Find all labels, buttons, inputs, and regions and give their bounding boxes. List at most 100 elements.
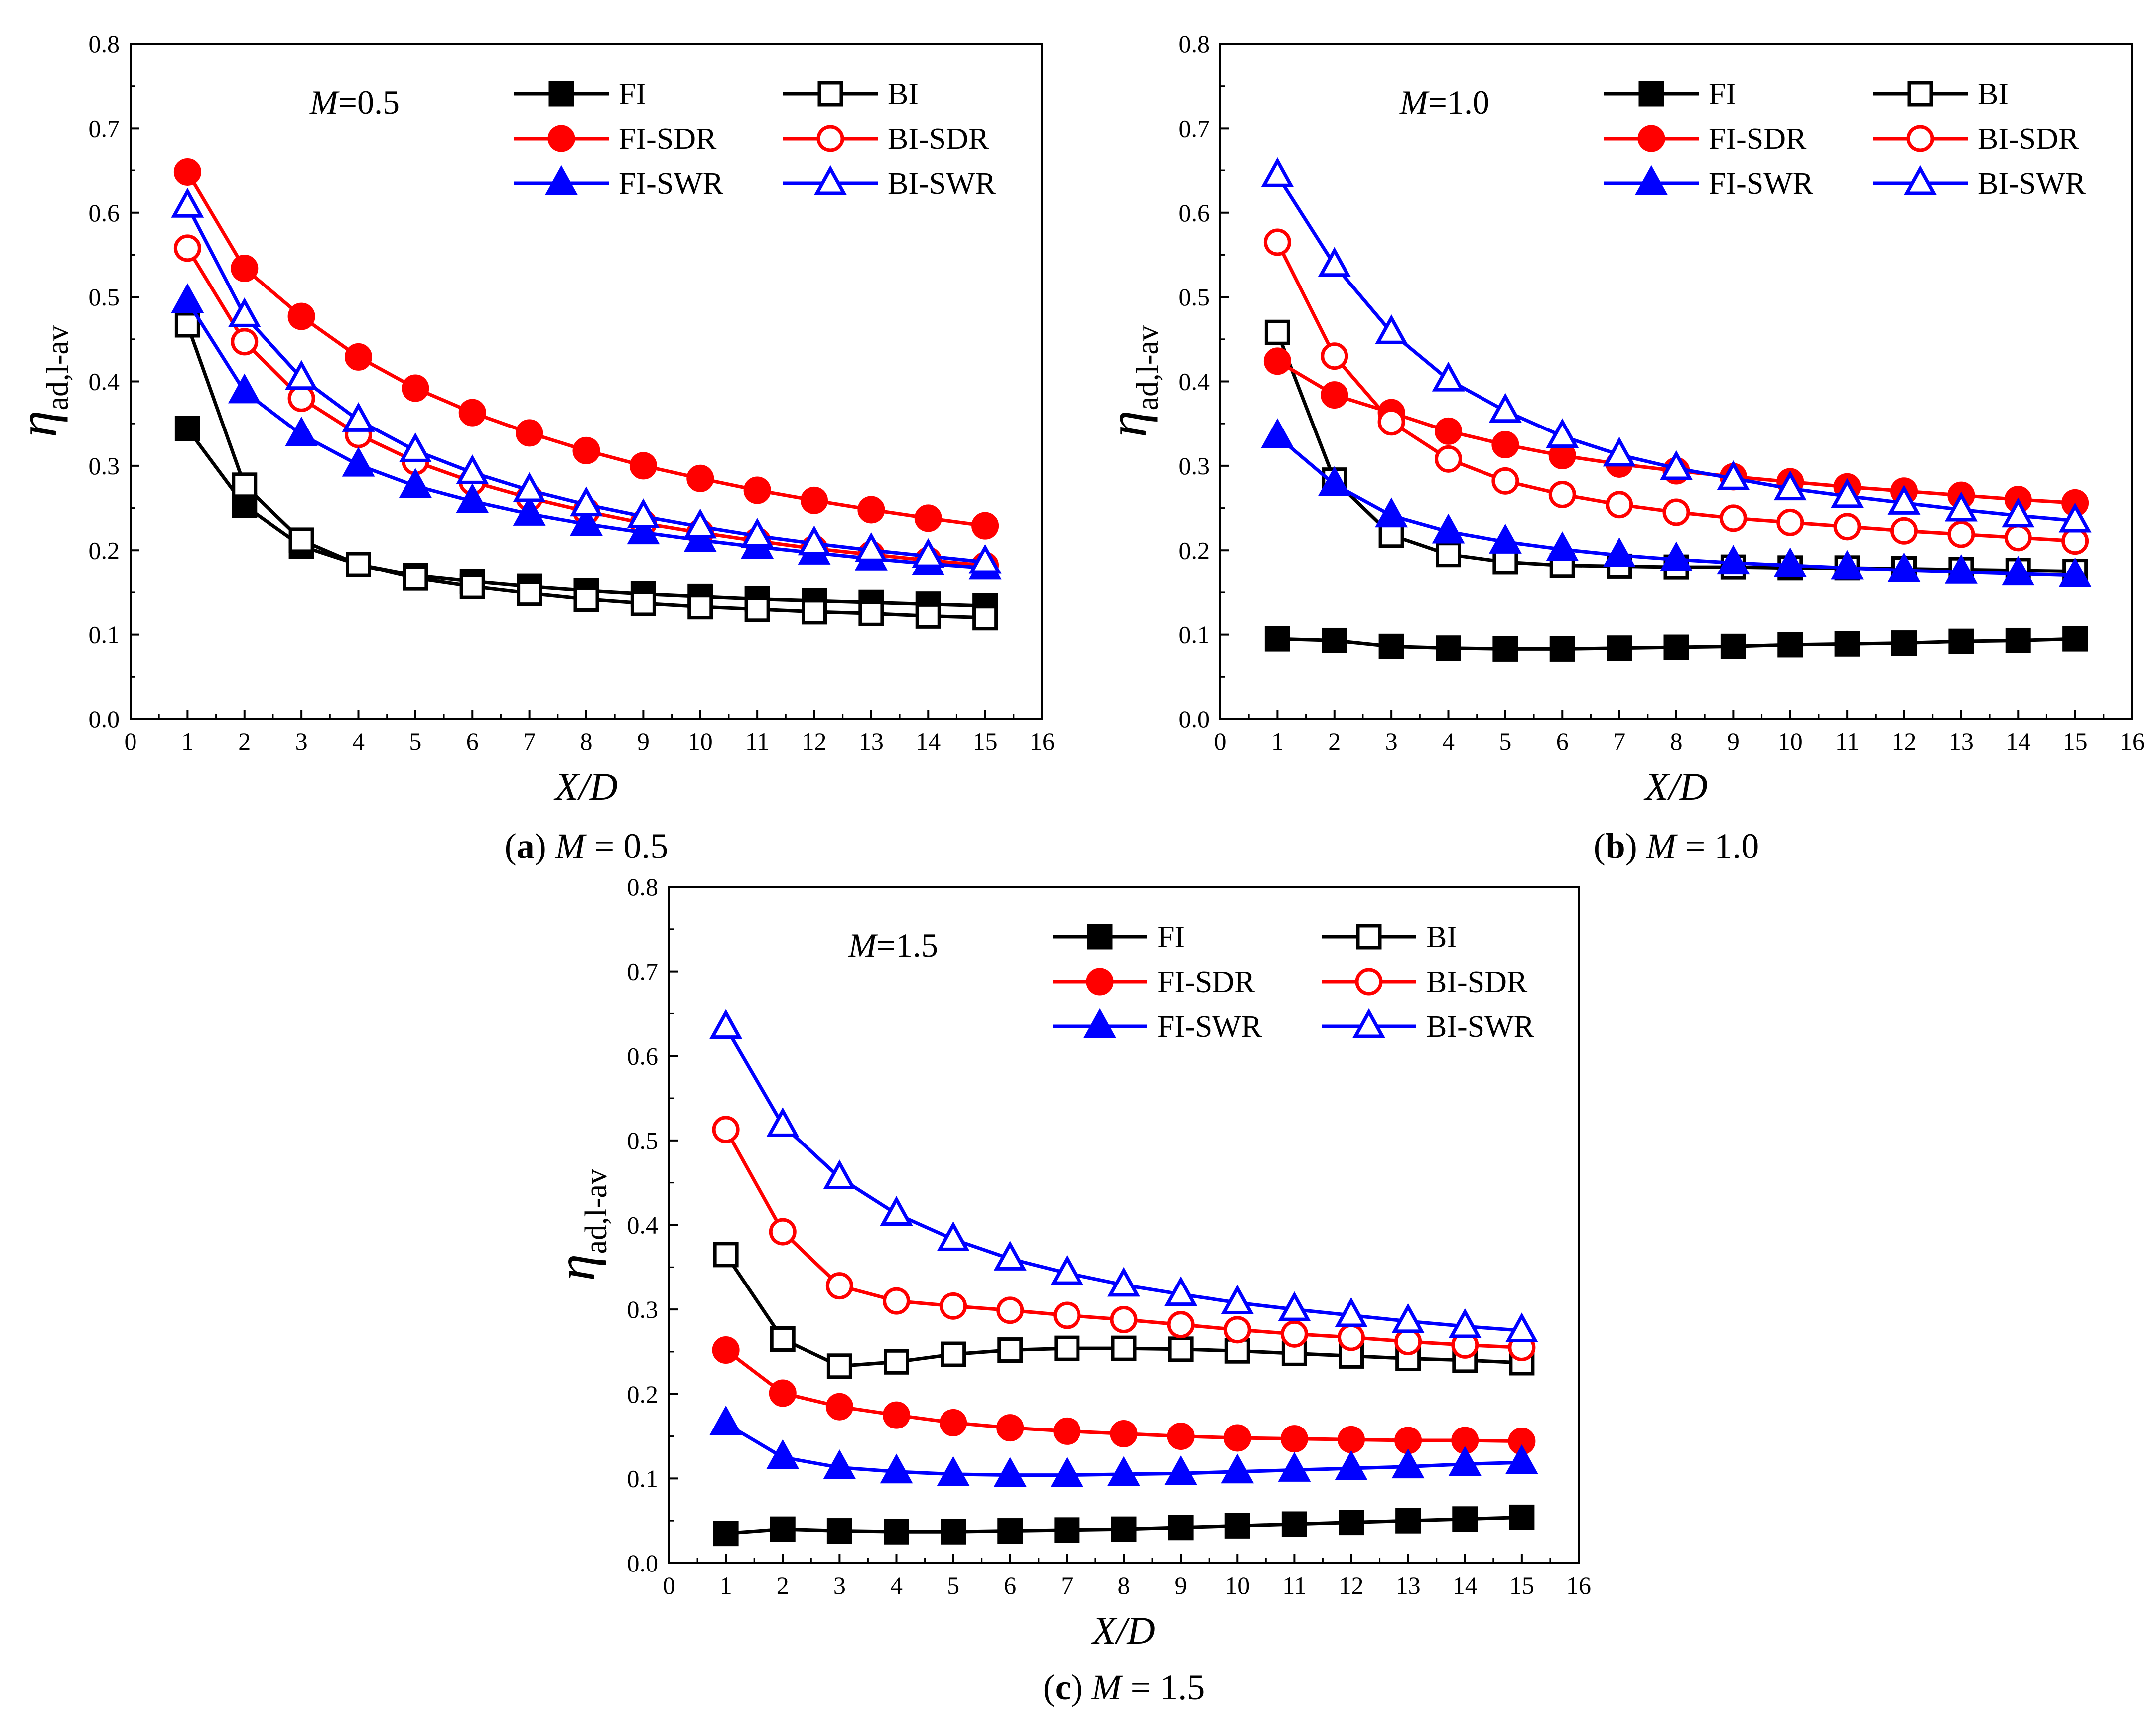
y-tick-label: 0.2 [89,536,120,564]
y-tick-label: 0.4 [1179,368,1210,396]
x-tick-label: 6 [1004,1571,1016,1599]
data-point [1720,633,1746,659]
y-axis-symbol: η [7,410,68,437]
data-point [1107,1267,1140,1297]
data-point [709,1405,743,1435]
data-point [517,580,542,606]
data-point [1378,522,1404,548]
data-point [1492,549,1518,575]
series-fi [1264,626,2088,662]
data-point [770,1516,796,1542]
data-point [287,384,315,412]
data-point [880,1196,913,1226]
legend: FI BI FI-SDR BI-SDR FI-SWR BI-SWR [1053,920,1535,1044]
y-tick-label: 0.6 [1179,199,1210,227]
data-point [402,374,429,402]
x-tick-label: 14 [1453,1571,1478,1599]
x-tick-label: 1 [720,1571,732,1599]
series-bi-swr [709,1009,1538,1343]
data-point [826,1353,852,1379]
data-point [1448,1446,1482,1476]
legend-marker [545,165,578,195]
caption-label: a [517,826,535,866]
x-tick-label: 11 [745,727,769,755]
legend-marker [1352,1008,1385,1038]
data-point [1890,517,1918,545]
data-point [456,454,489,484]
data-point [2002,556,2035,586]
legend-label: BI [888,77,919,111]
y-tick-label: 0.0 [1179,705,1210,733]
data-point [770,1326,796,1352]
data-point [1168,1336,1194,1362]
y-axis-subscript: ad,l-av [579,1169,613,1254]
data-point [456,483,489,513]
legend-label: BI-SWR [1426,1010,1535,1044]
annotation-variable: M [309,83,340,121]
data-point [1448,1308,1482,1338]
data-point [1488,393,1522,423]
y-tick-label: 0.7 [1179,114,1210,142]
data-point [2005,627,2031,653]
x-tick-label: 2 [1328,727,1341,755]
legend-label: FI-SDR [619,122,717,156]
x-tick-label: 12 [802,727,827,755]
series-fi-sdr [173,158,999,540]
data-point [171,187,204,218]
data-point [1488,524,1522,554]
data-point [1164,1455,1198,1485]
data-point [1280,1320,1308,1348]
data-point [629,452,657,480]
data-point [1054,1335,1080,1361]
x-tick-label: 8 [1670,727,1683,755]
caption-label: c [1055,1667,1071,1707]
data-point [1549,636,1575,662]
x-tick-label: 0 [1214,727,1227,755]
x-tick-label: 2 [777,1571,789,1599]
chart-panel-c: 0 1 2 3 4 5 6 7 8 9 10 11 12 13 14 15 160.00.10.20.30.40… [545,873,1591,1707]
data-point [171,283,204,313]
y-tick-label: 0.8 [89,30,120,58]
series-bi [174,312,998,631]
data-point [287,302,315,330]
annotation-value: =1.5 [877,926,938,964]
legend: FI BI FI-SDR BI-SDR FI-SWR BI-SWR [514,77,996,201]
data-point [769,1218,797,1246]
annotation-value: =1.0 [1428,83,1489,121]
data-point [1050,1457,1083,1487]
data-point [1432,361,1465,392]
annotation-value: =0.5 [338,83,400,121]
legend-label: BI-SDR [1426,965,1528,999]
y-tick-label: 0.1 [627,1464,659,1492]
data-point [1338,1323,1365,1351]
legend-marker [1637,125,1665,152]
data-point [1107,1456,1140,1486]
x-tick-label: 1 [181,727,194,755]
data-point [1394,1328,1422,1356]
x-tick-label: 2 [238,727,251,755]
panel-annotation: M=1.5 [848,926,938,964]
x-tick-label: 11 [1282,1571,1306,1599]
series-bi-swr [171,187,1002,574]
caption-value: = 1.5 [1122,1667,1205,1707]
data-point [1391,1303,1425,1333]
data-point [741,518,774,548]
legend-label: FI-SDR [1709,122,1807,156]
data-point [997,1337,1023,1363]
data-point [1261,418,1294,448]
annotation-variable: M [848,926,878,964]
data-point [1278,1452,1311,1482]
data-point [513,472,546,502]
caption-label: b [1606,826,1625,866]
y-tick-label: 0.2 [1179,536,1210,564]
y-tick-label: 0.3 [627,1295,659,1323]
x-tick-label: 9 [637,727,650,755]
data-point [174,312,200,338]
caption-variable: M [1091,1667,1124,1707]
data-point [173,158,201,186]
chart-panel-b: 0 1 2 3 4 5 6 7 8 9 10 11 12 13 14 15 160.00.10.20.30.40… [1097,30,2145,866]
panel-caption: (c) M = 1.5 [1043,1667,1205,1707]
x-tick-label: 12 [1892,727,1917,755]
x-tick-label: 1 [1271,727,1284,755]
data-point [2058,557,2092,587]
